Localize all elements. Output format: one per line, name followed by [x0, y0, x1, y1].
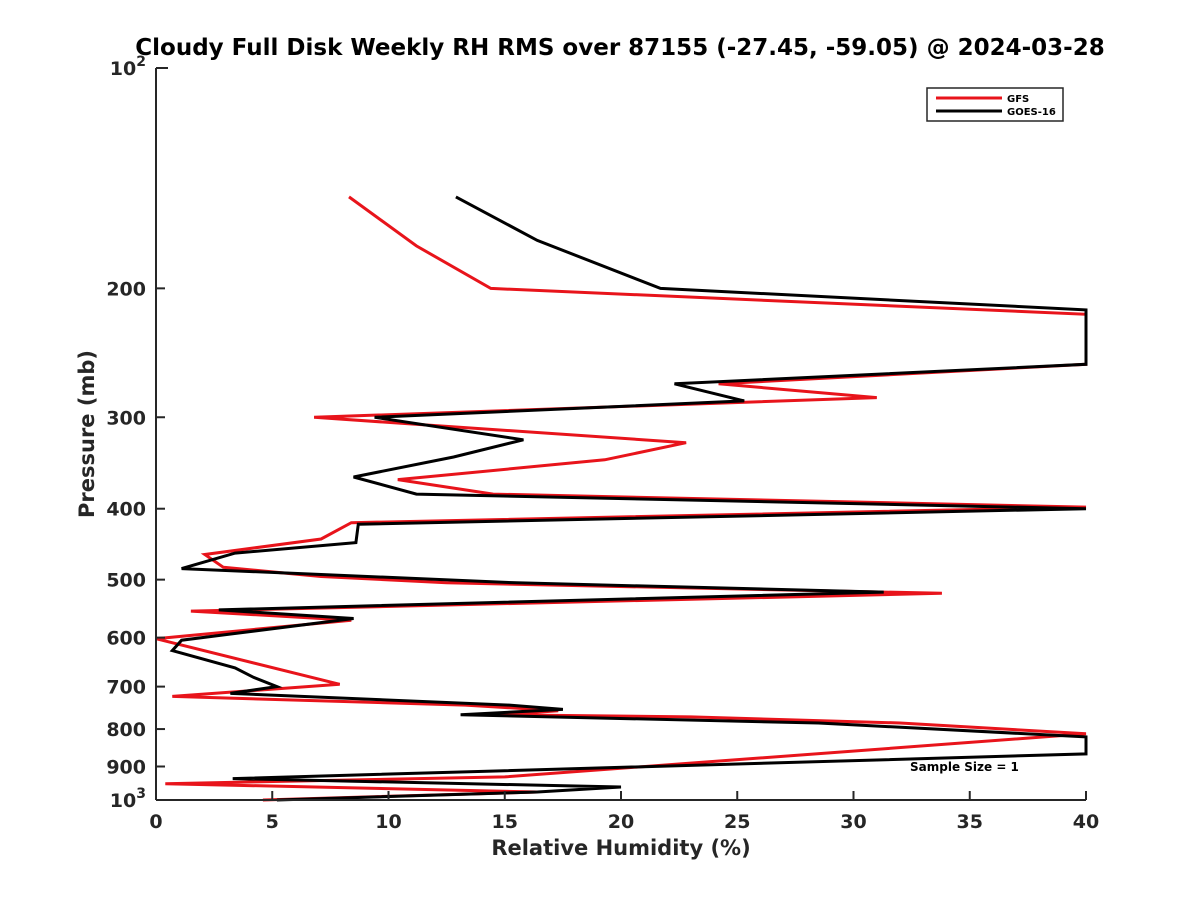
x-tick-label: 25 [724, 811, 750, 833]
series-line-goes16 [169, 195, 1088, 802]
y-decade-tick-label: 102 [110, 54, 146, 80]
y-tick-label: 800 [106, 719, 146, 741]
y-axis-label: Pressure (mb) [75, 350, 99, 518]
y-tick-label: 500 [106, 570, 146, 592]
x-tick-label: 15 [492, 811, 518, 833]
x-axis-label: Relative Humidity (%) [491, 836, 750, 860]
y-decade-tick-label: 103 [110, 786, 146, 812]
x-tick-label: 30 [840, 811, 866, 833]
sample-size-note: Sample Size = 1 [910, 760, 1019, 774]
legend: GFS GOES-16 [926, 87, 1064, 122]
y-tick-label: 600 [106, 628, 146, 650]
x-tick-label: 5 [266, 811, 279, 833]
x-tick-label: 0 [149, 811, 162, 833]
chart-title: Cloudy Full Disk Weekly RH RMS over 8715… [135, 35, 1104, 61]
y-tick-label: 400 [106, 499, 146, 521]
y-tick-label: 300 [106, 407, 146, 429]
x-tick-label: 10 [375, 811, 401, 833]
legend-label-gfs: GFS [1007, 94, 1029, 105]
series-line-gfs [155, 195, 1088, 802]
legend-label-goes16: GOES-16 [1007, 107, 1056, 118]
x-ticks: 0 5 10 15 20 25 30 35 40 [149, 791, 1099, 833]
y-ticks: 200 300 400 500 600 700 800 900 102 103 [106, 54, 168, 812]
legend-box [926, 87, 1064, 122]
x-tick-label: 35 [957, 811, 983, 833]
x-tick-label: 40 [1073, 811, 1099, 833]
y-tick-label: 700 [106, 677, 146, 699]
x-tick-label: 20 [608, 811, 634, 833]
y-tick-label: 200 [106, 278, 146, 300]
series-layer [155, 195, 1088, 802]
y-tick-label: 900 [106, 757, 146, 779]
